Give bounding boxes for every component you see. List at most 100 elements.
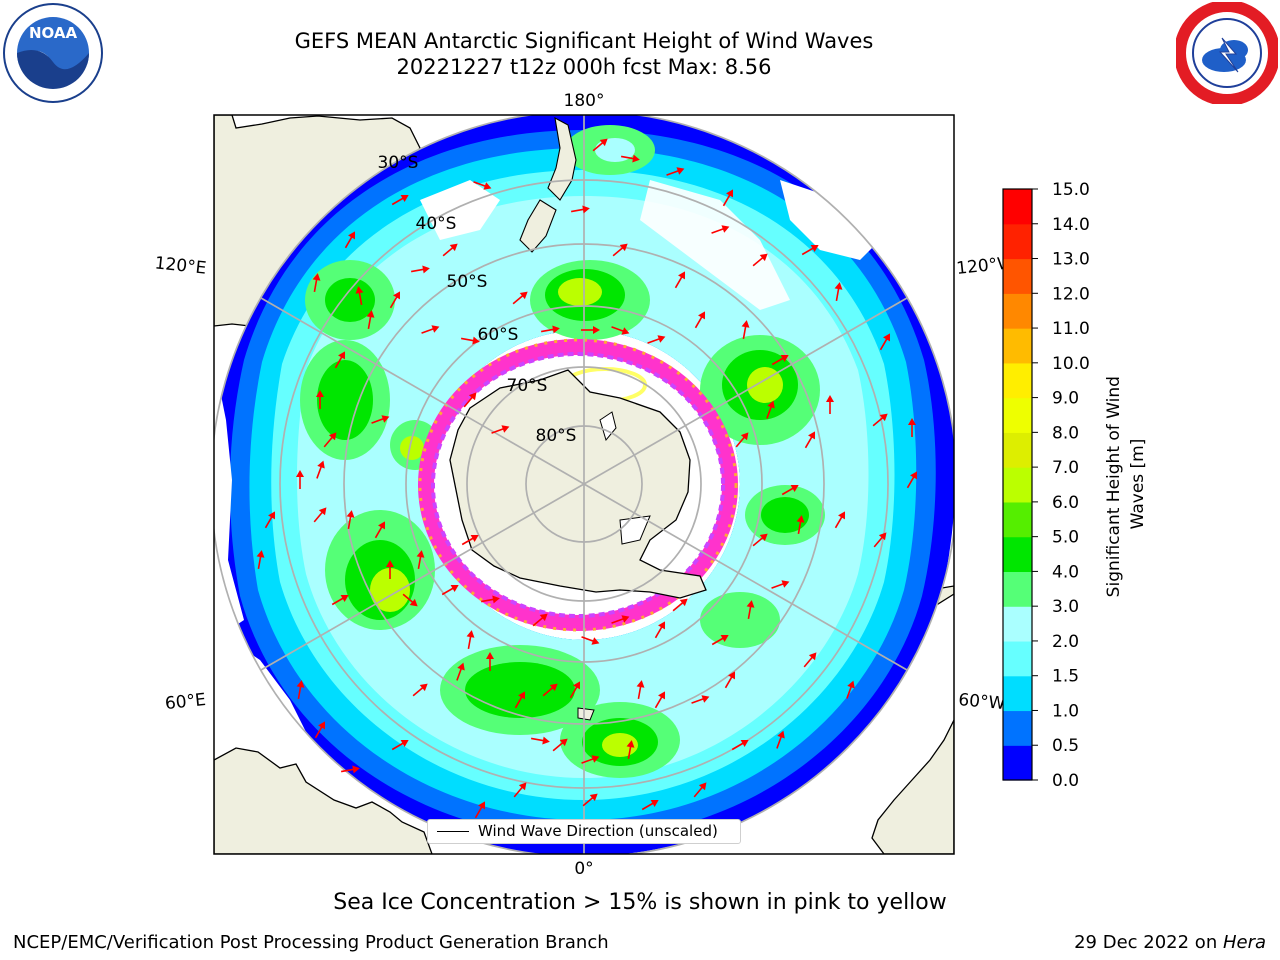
wind-wave-arrow — [514, 691, 525, 709]
colorbar-tick-label: 3.0 — [1052, 597, 1079, 617]
wind-wave-arrow — [463, 392, 477, 408]
map-legend: Wind Wave Direction (unscaled) — [427, 819, 741, 844]
colorbar-segment — [1003, 745, 1032, 781]
colorbar-tick-label: 12.0 — [1052, 284, 1090, 304]
footer-host: Hera — [1222, 932, 1266, 953]
colorbar-segment — [1003, 675, 1032, 712]
wind-wave-arrow — [612, 243, 628, 257]
sea-ice-note: Sea Ice Concentration > 15% is shown in … — [333, 890, 947, 915]
wind-wave-arrow — [804, 431, 815, 449]
wind-wave-arrow — [346, 510, 355, 530]
wind-wave-arrow — [771, 355, 789, 366]
wind-wave-arrow — [803, 652, 817, 668]
colorbar-tick-label: 13.0 — [1052, 250, 1090, 270]
colorbar-segment — [1003, 258, 1032, 294]
colorbar-tick-label: 9.0 — [1052, 389, 1079, 409]
colorbar-tick-label: 1.0 — [1052, 701, 1079, 721]
wind-wave-arrow — [834, 511, 845, 529]
wind-wave-arrow — [582, 793, 598, 807]
map-frame — [213, 114, 955, 855]
wind-wave-arrow — [672, 598, 688, 612]
lon-label-0: 0° — [574, 859, 593, 879]
footer-credit: NCEP/EMC/Verification Post Processing Pr… — [13, 932, 609, 953]
wind-wave-arrow — [313, 507, 327, 523]
colorbar-label: Significant Height of Wind Waves [m] — [1104, 371, 1148, 598]
wind-wave-arrow — [846, 680, 855, 699]
wind-wave-arrow — [264, 511, 275, 529]
wind-wave-arrow — [486, 652, 494, 671]
lat-label-50s: 50°S — [447, 272, 488, 292]
wind-wave-arrow — [312, 273, 321, 293]
colorbar: 0.0 0.5 1.0 1.5 2.0 3.0 4.0 5.0 6.0 7.0 8.0 9.0 10.0… — [1002, 180, 1090, 791]
wind-wave-arrow — [355, 286, 364, 306]
colorbar-label-line1: Significant Height of Wind — [1104, 376, 1124, 597]
wind-wave-arrow — [473, 181, 492, 190]
wind-wave-arrow — [412, 683, 428, 697]
wind-wave-arrow — [374, 521, 385, 539]
wind-wave-arrow — [581, 636, 600, 645]
colorbar-segment — [1003, 501, 1032, 538]
colorbar-segment — [1003, 640, 1032, 677]
colorbar-segment — [1003, 432, 1032, 468]
wind-wave-arrow — [540, 325, 560, 334]
lon-label-60w: 60°W — [958, 690, 1007, 714]
wind-wave-arrow — [626, 740, 635, 760]
wind-wave-arrow — [722, 189, 733, 207]
lat-label-80s: 80°S — [536, 426, 577, 446]
colorbar-segment — [1003, 223, 1032, 260]
colorbar-tick-label: 2.0 — [1052, 632, 1079, 652]
wind-wave-arrow — [316, 390, 324, 409]
wind-wave-arrow — [776, 730, 785, 749]
wind-wave-arrow — [746, 600, 755, 620]
nws-logo — [1176, 2, 1278, 104]
wind-wave-arrow — [872, 413, 888, 427]
wind-wave-arrow — [314, 721, 325, 739]
wind-wave-arrow — [461, 535, 479, 546]
svg-text:NOAA: NOAA — [29, 24, 78, 42]
wind-wave-arrow — [442, 243, 458, 257]
colorbar-segment — [1003, 397, 1032, 433]
wind-wave-arrow — [826, 395, 834, 414]
wind-wave-arrow — [796, 515, 805, 535]
colorbar-tick-label: 1.5 — [1052, 667, 1079, 687]
wind-wave-arrow — [752, 253, 768, 267]
wind-wave-arrow — [344, 231, 355, 249]
wind-wave-arrow — [735, 432, 749, 448]
lat-label-60s: 60°S — [478, 325, 519, 345]
gridlines — [214, 115, 954, 854]
wind-wave-arrow — [908, 418, 916, 437]
colorbar-segment — [1003, 606, 1032, 642]
wind-wave-arrow — [636, 680, 645, 700]
colorbar-tick-label: 10.0 — [1052, 354, 1090, 374]
colorbar-tick-label: 0.5 — [1052, 736, 1079, 756]
wind-wave-arrow — [691, 695, 710, 704]
colorbar-segment — [1003, 328, 1032, 364]
colorbar-segment — [1003, 536, 1032, 573]
wind-wave-arrow — [340, 765, 360, 774]
wind-wave-arrow — [386, 560, 394, 579]
lon-label-60e: 60°E — [164, 690, 207, 714]
wind-wave-arrow — [641, 800, 659, 811]
wind-wave-arrow — [873, 532, 887, 548]
wind-wave-arrow — [530, 736, 550, 745]
wind-wave-arrow — [416, 550, 425, 570]
wind-wave-arrow — [801, 245, 819, 256]
wind-wave-arrow — [402, 593, 418, 607]
footer-date: 29 Dec 2022 on Hera — [1074, 932, 1266, 953]
wind-wave-arrow — [906, 471, 917, 489]
wind-wave-arrow — [296, 680, 305, 700]
wind-wave-arrow — [331, 595, 349, 606]
wind-wave-arrow — [316, 460, 325, 479]
wind-wave-arrow — [611, 326, 630, 335]
map-subtitle: 20221227 t12z 000h fcst Max: 8.56 — [396, 55, 772, 79]
legend-line-swatch — [437, 831, 469, 833]
wind-wave-arrow — [512, 291, 528, 305]
wind-wave-arrow — [334, 351, 345, 369]
colorbar-tick-label: 4.0 — [1052, 562, 1079, 582]
wind-wave-arrow — [569, 681, 580, 699]
wind-wave-arrow — [441, 585, 459, 596]
wind-wave-arrow — [752, 533, 768, 547]
wind-wave-arrow — [466, 630, 475, 650]
wind-wave-arrow — [694, 311, 705, 329]
wind-wave-arrow — [592, 138, 608, 152]
